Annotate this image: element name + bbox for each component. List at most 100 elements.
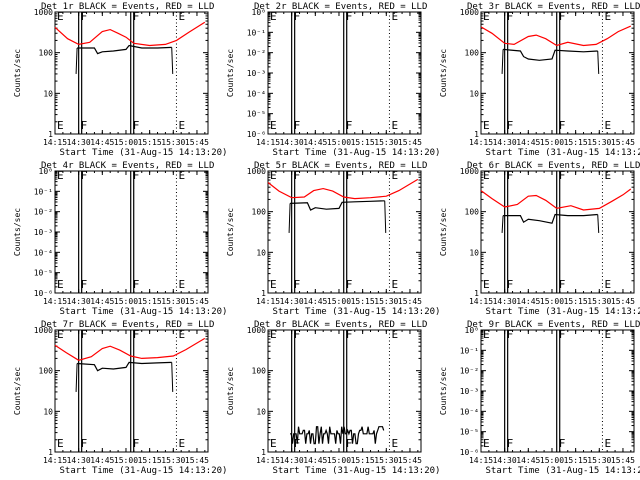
x-tick-label: 15:00 — [540, 297, 564, 306]
x-tick-label: 14:15 — [469, 456, 493, 465]
x-tick-label: 15:00 — [327, 297, 351, 306]
y-axis-title: Counts/sec — [439, 49, 448, 97]
x-tick-label: 14:30 — [67, 138, 91, 147]
plot-frame — [267, 329, 422, 453]
x-tick-label: 15:15 — [138, 138, 162, 147]
y-tick-label: 10⁻⁴ — [460, 407, 479, 416]
x-tick-label: 15:45 — [398, 456, 422, 465]
marker-label: F — [507, 169, 514, 182]
x-tick-label: 14:15 — [469, 297, 493, 306]
x-tick-label: 15:45 — [398, 138, 422, 147]
marker-label: E — [57, 278, 64, 291]
y-tick-label: 10⁻¹ — [460, 346, 479, 355]
x-tick-label: 14:15 — [43, 138, 67, 147]
plot-frame — [54, 11, 209, 135]
x-tick-label: 14:30 — [493, 456, 517, 465]
series-lld — [54, 337, 206, 361]
x-tick-label: 15:15 — [351, 138, 375, 147]
x-tick-label: 14:45 — [516, 138, 540, 147]
y-tick-label: 1 — [474, 289, 479, 298]
series-events-edge — [288, 203, 291, 233]
x-tick-label: 15:45 — [611, 297, 635, 306]
y-axis-title: Counts/sec — [439, 367, 448, 415]
y-tick-label: 10⁻³ — [460, 387, 479, 396]
y-tick-label: 10 — [256, 407, 266, 416]
y-tick-label: 10⁰ — [465, 326, 479, 335]
y-tick-label: 1000 — [247, 326, 266, 335]
panel-8: Det 8r BLACK = Events, RED = LLD 1 10 100 10… — [226, 320, 440, 476]
series-events — [503, 213, 598, 224]
marker-label: E — [270, 278, 277, 291]
marker-label: F — [346, 328, 353, 341]
marker-label: F — [294, 328, 301, 341]
x-axis-title: Start Time (31-Aug-15 14:13:20) — [60, 307, 228, 317]
y-axis-title: Counts/sec — [226, 208, 235, 256]
x-tick-label: 14:15 — [43, 297, 67, 306]
y-tick-label: 100 — [39, 367, 54, 376]
marker-label: E — [483, 437, 490, 450]
marker-label: F — [294, 169, 301, 182]
marker-label: F — [507, 119, 514, 132]
series-events — [290, 200, 385, 211]
series-lld — [267, 178, 419, 200]
panel-7: Det 7r BLACK = Events, RED = LLD 1 10 100 10… — [13, 320, 227, 476]
marker-label: E — [604, 328, 611, 341]
x-tick-label: 14:30 — [493, 138, 517, 147]
marker-label: F — [81, 169, 88, 182]
panel-title: Det 3r BLACK = Events, RED = LLD — [467, 2, 640, 12]
x-tick-label: 14:15 — [469, 138, 493, 147]
x-tick-label: 15:15 — [564, 456, 588, 465]
marker-label: F — [294, 10, 301, 23]
x-tick-label: 15:45 — [185, 456, 209, 465]
x-tick-label: 15:15 — [138, 456, 162, 465]
y-tick-label: 10⁻¹ — [247, 28, 266, 37]
series-events-edge — [501, 49, 504, 74]
x-tick-label: 14:15 — [256, 456, 280, 465]
series-events-edge — [75, 48, 78, 74]
y-tick-label: 10⁰ — [252, 8, 266, 17]
x-tick-label: 14:15 — [256, 138, 280, 147]
marker-label: E — [270, 10, 277, 23]
y-tick-label: 1 — [261, 448, 266, 457]
marker-label: E — [604, 278, 611, 291]
plot-frame — [480, 170, 635, 294]
series-events — [77, 361, 172, 372]
x-tick-label: 15:30 — [161, 138, 185, 147]
x-axis-title: Start Time (31-Aug-15 14:13:20) — [486, 148, 640, 158]
y-tick-label: 10⁻³ — [34, 228, 53, 237]
x-tick-label: 15:30 — [161, 456, 185, 465]
y-tick-label: 10⁻² — [247, 49, 266, 58]
x-tick-label: 15:45 — [185, 297, 209, 306]
y-tick-label: 10⁻⁶ — [34, 289, 53, 298]
x-axis-title: Start Time (31-Aug-15 14:13:20) — [60, 148, 228, 158]
marker-label: F — [559, 437, 566, 450]
y-tick-label: 1000 — [460, 8, 479, 17]
x-tick-label: 15:15 — [138, 297, 162, 306]
y-axis-title: Counts/sec — [226, 367, 235, 415]
panel-5: Det 5r BLACK = Events, RED = LLD 1 10 100 10… — [226, 161, 440, 317]
marker-label: F — [294, 278, 301, 291]
x-tick-label: 15:00 — [114, 297, 138, 306]
marker-label: F — [81, 437, 88, 450]
marker-label: F — [294, 119, 301, 132]
x-axis-title: Start Time (31-Aug-15 14:13:20) — [486, 307, 640, 317]
marker-label: F — [346, 278, 353, 291]
marker-label: E — [483, 328, 490, 341]
marker-label: F — [507, 10, 514, 23]
marker-label: E — [391, 169, 398, 182]
marker-label: E — [604, 119, 611, 132]
marker-label: E — [178, 169, 185, 182]
marker-label: F — [133, 278, 140, 291]
series-events — [77, 44, 172, 55]
series-lld — [480, 25, 632, 47]
x-tick-label: 14:45 — [90, 456, 114, 465]
x-tick-label: 15:15 — [564, 297, 588, 306]
panel-3: Det 3r BLACK = Events, RED = LLD 1 10 100 10… — [439, 2, 640, 158]
marker-label: E — [483, 169, 490, 182]
marker-label: E — [178, 328, 185, 341]
y-tick-label: 1 — [261, 289, 266, 298]
y-tick-label: 10⁻⁵ — [34, 269, 53, 278]
panel-title: Det 9r BLACK = Events, RED = LLD — [467, 320, 640, 330]
